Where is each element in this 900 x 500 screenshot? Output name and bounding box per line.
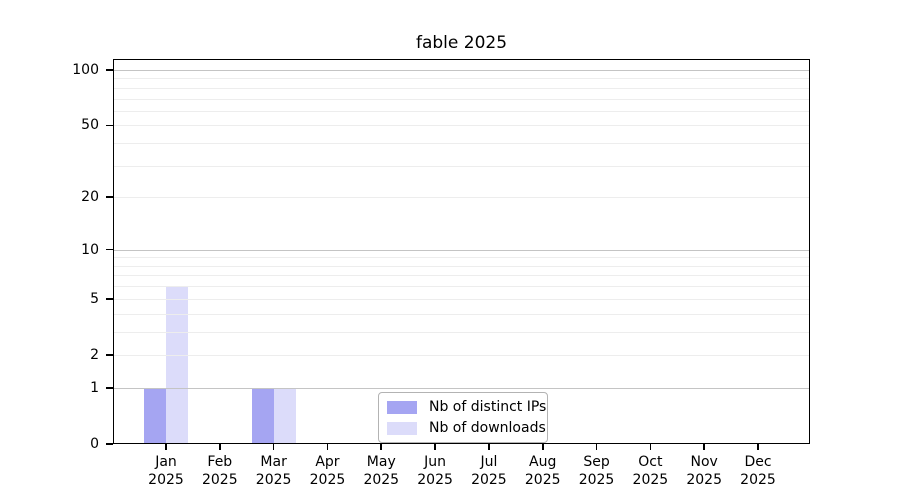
x-tick-label-sep-2025: Sep 2025: [567, 453, 627, 489]
legend-label-downloads: Nb of downloads: [429, 420, 546, 436]
x-tick-label-feb-2025: Feb 2025: [190, 453, 250, 489]
bar-nb-of-distinct-ips-mar-2025: [251, 387, 274, 444]
y-tick-2: [106, 354, 113, 356]
gridline-minor-6: [113, 286, 810, 288]
x-tick-label-nov-2025: Nov 2025: [674, 453, 734, 489]
y-tick-label-100: 100: [72, 62, 99, 78]
gridline-minor-60: [113, 110, 810, 112]
x-tick-month: Nov: [690, 454, 718, 470]
x-tick-year: 2025: [578, 472, 615, 488]
gridline-minor-80: [113, 87, 810, 89]
x-tick-label-mar-2025: Mar 2025: [244, 453, 304, 489]
gridline-major-100: [113, 70, 810, 71]
x-tick-label-may-2025: May 2025: [351, 453, 411, 489]
gridline-minor-8: [113, 265, 810, 267]
bar-nb-of-downloads-jan-2025: [166, 286, 188, 444]
bar-nb-of-distinct-ips-jan-2025: [144, 387, 166, 444]
x-tick-month: Jan: [155, 454, 177, 470]
bar-nb-of-downloads-mar-2025: [273, 387, 296, 444]
y-tick-0: [106, 443, 113, 445]
chart-title: fable 2025: [415, 33, 508, 53]
x-tick-label-aug-2025: Aug 2025: [513, 453, 573, 489]
x-tick-jul-2025: [488, 444, 490, 450]
x-tick-year: 2025: [632, 472, 669, 488]
x-tick-label-oct-2025: Oct 2025: [620, 453, 680, 489]
x-tick-year: 2025: [686, 472, 722, 488]
y-tick-label-50: 50: [81, 117, 99, 134]
legend: Nb of distinct IPs Nb of downloads: [378, 392, 548, 443]
gridline-minor-40: [113, 143, 810, 145]
x-tick-label-dec-2025: Dec 2025: [728, 453, 788, 489]
legend-label-distinct-ips: Nb of distinct IPs: [429, 399, 547, 415]
x-tick-year: 2025: [255, 472, 292, 488]
x-tick-label-jun-2025: Jun 2025: [405, 453, 465, 489]
x-tick-nov-2025: [703, 444, 705, 450]
y-tick-label-0: 0: [90, 436, 99, 452]
gridline-minor-7: [113, 275, 810, 277]
x-tick-year: 2025: [471, 472, 507, 488]
x-tick-jun-2025: [434, 444, 436, 450]
x-tick-label-apr-2025: Apr 2025: [297, 453, 357, 489]
gridline-minor-90: [113, 78, 810, 80]
x-tick-mar-2025: [272, 444, 275, 450]
y-tick-20: [106, 196, 113, 199]
x-tick-jan-2025: [165, 444, 167, 450]
x-tick-month: Mar: [260, 454, 287, 470]
x-tick-month: Jun: [424, 454, 447, 470]
x-tick-year: 2025: [524, 472, 561, 488]
x-tick-year: 2025: [148, 472, 184, 488]
x-tick-label-jan-2025: Jan 2025: [136, 453, 196, 489]
x-tick-aug-2025: [541, 444, 544, 450]
x-tick-year: 2025: [309, 472, 346, 488]
x-tick-label-jul-2025: Jul 2025: [459, 453, 519, 489]
x-tick-month: Sep: [583, 454, 610, 470]
y-tick-label-5: 5: [90, 290, 99, 307]
legend-swatch-downloads: [387, 421, 417, 435]
x-tick-month: Oct: [638, 454, 663, 470]
x-tick-year: 2025: [417, 472, 453, 488]
y-tick-label-2: 2: [90, 346, 99, 363]
legend-item-downloads: Nb of downloads: [387, 420, 546, 436]
gridline-minor-30: [113, 165, 810, 167]
x-tick-year: 2025: [201, 472, 238, 488]
y-tick-10: [106, 248, 113, 251]
x-tick-month: Feb: [207, 454, 233, 470]
legend-swatch-distinct-ips: [387, 400, 417, 414]
y-tick-1: [106, 387, 113, 389]
x-tick-may-2025: [380, 444, 383, 450]
gridline-major-1: [113, 387, 810, 389]
x-tick-month: Jul: [480, 454, 498, 470]
y-tick-5: [106, 297, 113, 300]
gridline-minor-70: [113, 98, 810, 100]
y-tick-label-1: 1: [90, 379, 99, 396]
x-tick-apr-2025: [326, 444, 329, 450]
x-tick-sep-2025: [595, 444, 598, 450]
gridline-minor-4: [113, 313, 810, 315]
x-tick-month: Aug: [529, 454, 557, 470]
x-tick-month: May: [366, 454, 396, 470]
x-tick-dec-2025: [757, 444, 759, 450]
x-tick-month: Apr: [315, 454, 340, 470]
gridline-major-10: [113, 249, 810, 251]
x-tick-month: Dec: [744, 454, 772, 470]
gridline-minor-9: [113, 257, 810, 259]
y-tick-label-10: 10: [81, 241, 99, 258]
y-tick-50: [106, 124, 113, 127]
plot-area: [113, 59, 810, 444]
x-tick-year: 2025: [363, 472, 400, 488]
y-tick-100: [106, 69, 113, 71]
gridline-minor-50: [113, 125, 810, 127]
y-tick-label-20: 20: [81, 189, 99, 206]
x-tick-oct-2025: [649, 444, 652, 450]
x-tick-feb-2025: [219, 444, 221, 450]
x-tick-year: 2025: [740, 472, 776, 488]
gridline-minor-3: [113, 331, 810, 333]
legend-item-distinct-ips: Nb of distinct IPs: [387, 399, 546, 415]
gridline-minor-5: [113, 298, 810, 300]
gridline-minor-2: [113, 354, 810, 356]
gridline-minor-20: [113, 197, 810, 199]
